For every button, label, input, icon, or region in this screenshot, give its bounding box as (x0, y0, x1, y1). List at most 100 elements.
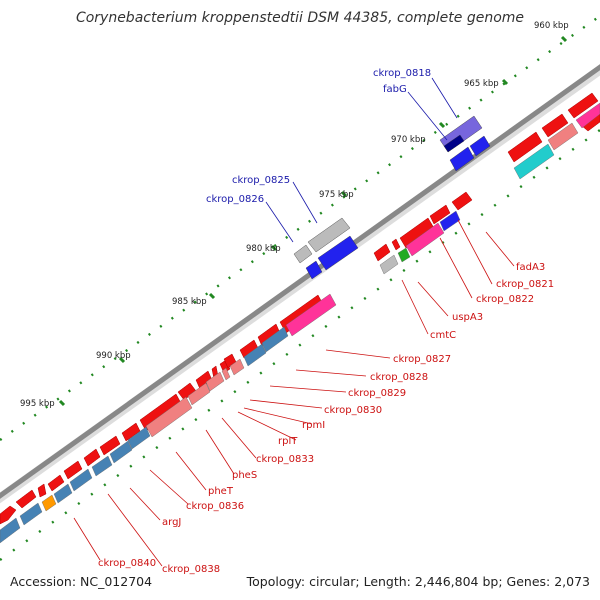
gene-label: ckrop_0833 (256, 454, 314, 465)
leader-line (295, 369, 367, 377)
gene-label: cmtC (430, 330, 456, 341)
cog-feature (261, 326, 289, 353)
gene-label: uspA3 (452, 312, 483, 323)
gene-label: ckrop_0821 (496, 279, 554, 290)
cds-feature (541, 113, 569, 138)
cds-feature (37, 483, 47, 498)
gene-label: fadA3 (516, 262, 545, 273)
accession-label: Accession: NC_012704 (10, 574, 153, 589)
cds-feature (373, 243, 391, 262)
cds-feature (99, 435, 121, 456)
gene-label: ckrop_0818 (373, 68, 431, 79)
cog-feature (69, 468, 93, 492)
cds-feature (449, 146, 475, 172)
cds-feature (15, 489, 37, 509)
cog-feature (0, 517, 21, 544)
kbp-tick-label: 980 kbp (246, 244, 281, 254)
gene-label: rplT (278, 436, 298, 447)
cds-feature (429, 204, 451, 225)
map-title: Corynebacterium kroppenstedtii DSM 44385… (75, 10, 525, 26)
kbp-tick-label: 985 kbp (172, 297, 207, 307)
leader-line (269, 385, 347, 393)
gene-label: ckrop_0828 (370, 372, 428, 383)
gene-label: ckrop_0826 (206, 194, 264, 205)
kbp-tick-label: 970 kbp (391, 135, 426, 145)
leader-line (417, 281, 449, 317)
kbp-tick-label: 995 kbp (20, 399, 55, 409)
cds-feature (47, 474, 65, 492)
leader-line (221, 417, 257, 459)
cds-feature (219, 359, 231, 374)
cog-feature (229, 358, 245, 376)
leader-line (485, 231, 515, 267)
gene-label: pheT (208, 486, 234, 497)
cog-feature (285, 293, 337, 337)
gene-label: ckrop_0838 (162, 564, 220, 575)
cog-feature (53, 483, 73, 504)
major-tick (58, 399, 66, 407)
cds-feature (317, 235, 359, 271)
cog-feature (91, 455, 113, 477)
leader-line (401, 279, 429, 335)
cds-feature (63, 460, 83, 480)
gene-label: pheS (232, 470, 257, 481)
leader-line (175, 451, 207, 491)
cog-feature (41, 494, 57, 512)
cog-feature (127, 426, 151, 450)
leader-line (265, 201, 294, 243)
cds-feature (83, 448, 101, 467)
leader-line (129, 487, 161, 521)
gene-label: ckrop_0830 (324, 405, 382, 416)
cog-feature (109, 440, 133, 464)
leader-line (73, 517, 101, 561)
leader-line (407, 91, 448, 141)
cds-feature (305, 260, 323, 280)
cog-feature (243, 343, 267, 367)
leader-line (107, 493, 163, 567)
cds-feature (443, 134, 465, 153)
leader-line (431, 77, 458, 119)
forward-cds-track (0, 92, 600, 525)
cog-feature (187, 382, 211, 406)
major-tick (208, 292, 216, 300)
cog-track (0, 102, 600, 544)
cog-feature (221, 367, 231, 381)
gene-label: rpmI (302, 420, 325, 431)
kbp-tick-label: 965 kbp (464, 79, 499, 89)
gene-label: ckrop_0822 (476, 294, 534, 305)
cog-feature (19, 502, 43, 526)
cds-feature (391, 238, 401, 251)
gene-label: ckrop_0840 (98, 558, 156, 569)
cog-feature (397, 247, 411, 263)
cds-feature (469, 135, 491, 157)
major-tick (560, 35, 568, 43)
scale-dots-line (0, 15, 600, 441)
cds-feature (0, 505, 17, 525)
leader-line (249, 399, 323, 409)
cog-feature (439, 210, 461, 232)
inner-dots-line (0, 129, 600, 561)
leader-line (237, 411, 297, 441)
major-tick (438, 121, 446, 129)
cds-feature (307, 217, 351, 253)
leader-line (243, 407, 313, 425)
cds-feature (121, 422, 141, 442)
kbp-tick-label: 975 kbp (319, 190, 354, 200)
cog-feature (379, 254, 399, 275)
cog-feature (145, 396, 193, 438)
leader-line (149, 469, 189, 505)
major-ticks (58, 35, 568, 407)
cog-feature (547, 122, 579, 151)
gene-label: argJ (162, 517, 181, 528)
leader-line (457, 219, 493, 285)
leader-lines (73, 77, 515, 567)
cog-feature (205, 371, 225, 392)
cds-feature (293, 244, 313, 264)
topology-label: Topology: circular; Length: 2,446,804 bp… (246, 574, 590, 589)
gene-label: ckrop_0827 (393, 354, 451, 365)
leader-line (439, 237, 473, 299)
cds-feature (507, 131, 543, 163)
cog-feature (513, 143, 555, 180)
